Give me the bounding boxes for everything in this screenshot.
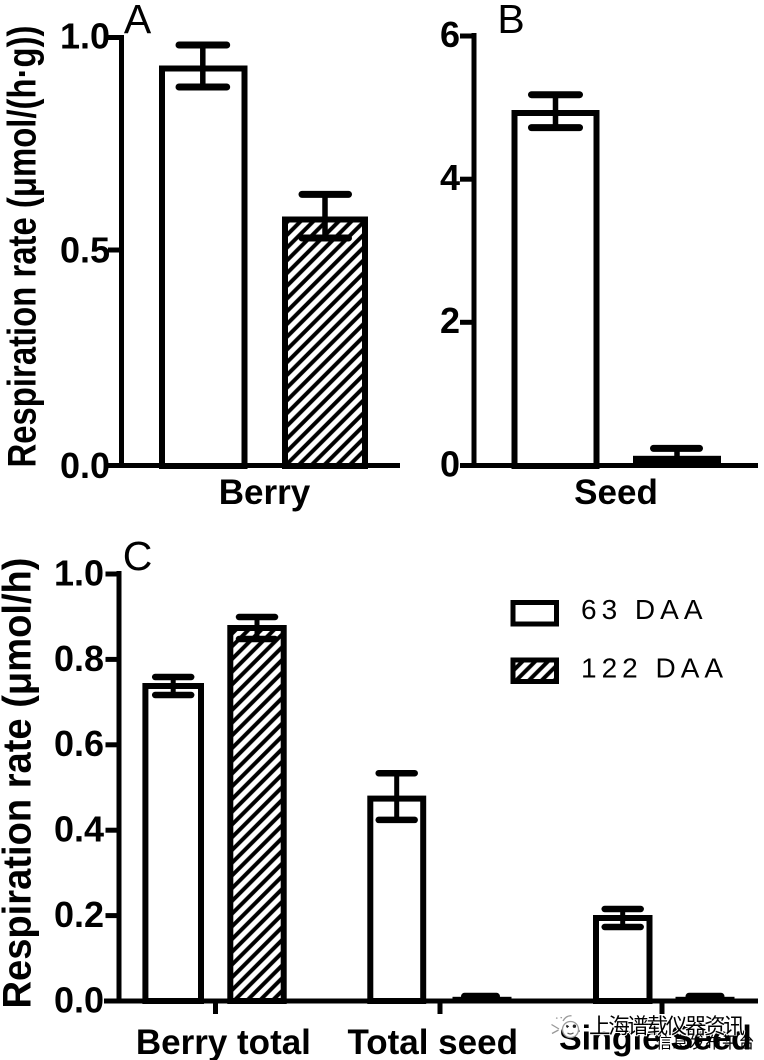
svg-text:2: 2 bbox=[440, 300, 460, 341]
svg-text:Respiration rate (μmol/(h·g)): Respiration rate (μmol/(h·g)) bbox=[1, 26, 45, 468]
svg-text:122 DAA: 122 DAA bbox=[581, 653, 728, 684]
svg-text:Berry: Berry bbox=[219, 473, 311, 512]
svg-text:上海谱载仪器资讯: 上海谱载仪器资讯 bbox=[589, 1015, 744, 1039]
svg-text:0.0: 0.0 bbox=[54, 979, 104, 1020]
svg-text:0.4: 0.4 bbox=[54, 809, 104, 850]
svg-text:0.0: 0.0 bbox=[60, 445, 110, 486]
svg-text:0.6: 0.6 bbox=[54, 723, 104, 764]
svg-text:1.0: 1.0 bbox=[60, 16, 110, 57]
svg-text:0.2: 0.2 bbox=[54, 894, 104, 935]
svg-text:0: 0 bbox=[440, 443, 460, 484]
svg-text:1.0: 1.0 bbox=[54, 552, 104, 593]
svg-text:Single Seed: Single Seed bbox=[559, 1020, 752, 1058]
svg-text:Total seed: Total seed bbox=[347, 1023, 518, 1060]
svg-text:Respiration rate (μmol/h): Respiration rate (μmol/h) bbox=[0, 558, 40, 1009]
svg-text:63 DAA: 63 DAA bbox=[581, 594, 708, 625]
svg-text:A: A bbox=[124, 0, 152, 42]
svg-text:Seed: Seed bbox=[574, 473, 658, 512]
svg-text:4: 4 bbox=[440, 157, 460, 198]
svg-text:6: 6 bbox=[440, 14, 460, 55]
svg-text:Berry total: Berry total bbox=[136, 1023, 311, 1060]
svg-text:信息发布平台: 信息发布平台 bbox=[656, 1034, 755, 1052]
svg-text:B: B bbox=[497, 0, 524, 42]
svg-text:0.5: 0.5 bbox=[60, 229, 110, 270]
svg-text:C: C bbox=[123, 533, 153, 579]
svg-text:0.8: 0.8 bbox=[54, 638, 104, 679]
